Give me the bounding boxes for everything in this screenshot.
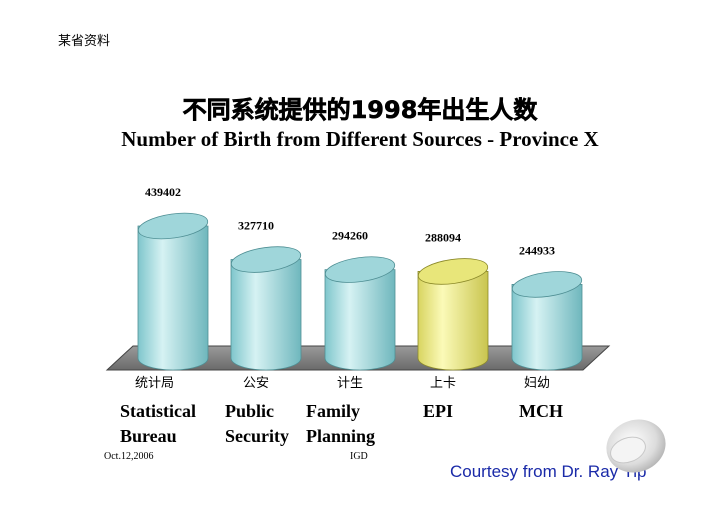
- bar-body-1: [137, 225, 209, 371]
- footer-date: Oct.12,2006: [104, 451, 154, 462]
- decorative-logo-icon: [606, 419, 666, 473]
- bar-body-3: [324, 269, 396, 371]
- category-label-cn-1: 统计局: [135, 376, 174, 391]
- category-label-cn-2: 公安: [243, 376, 269, 391]
- category-label-en-4-line-1: EPI: [423, 401, 453, 421]
- value-label-1: 439402: [145, 185, 181, 199]
- category-label-cn-4: 上卡: [430, 376, 456, 391]
- bar-2: [230, 246, 302, 371]
- category-label-en-5-line-1: MCH: [519, 401, 563, 421]
- bar-5: [511, 271, 583, 371]
- bars-group: [137, 212, 583, 371]
- category-label-en-3-line-2: Planning: [306, 426, 375, 446]
- category-label-cn-5: 妇幼: [524, 375, 550, 391]
- bar-body-2: [230, 259, 302, 371]
- bar-top-3: [324, 256, 396, 283]
- value-label-5: 244933: [519, 243, 555, 257]
- chart-title-chinese: 不同系统提供的1998年出生人数: [182, 96, 538, 125]
- bar-1: [137, 212, 209, 371]
- bar-3: [324, 256, 396, 371]
- chart-title-english: Number of Birth from Different Sources -…: [121, 127, 599, 151]
- category-label-en-1-line-2: Bureau: [120, 426, 177, 446]
- bar-4: [417, 258, 489, 371]
- value-label-3: 294260: [332, 229, 368, 243]
- bar-top-2: [230, 246, 302, 273]
- category-label-en-1-line-1: Statistical: [120, 401, 196, 421]
- bar-top-4: [417, 258, 489, 285]
- value-label-4: 288094: [425, 230, 461, 244]
- category-label-cn-3: 计生: [337, 376, 363, 391]
- footer-org: IGD: [350, 451, 368, 462]
- bar-body-5: [511, 284, 583, 371]
- corner-label: 某省资料: [58, 34, 111, 49]
- courtesy-credit: Courtesy from Dr. Ray Yip: [450, 462, 647, 481]
- category-label-en-2-line-2: Security: [225, 426, 289, 446]
- bar-top-5: [511, 271, 583, 298]
- bar-body-4: [417, 271, 489, 371]
- value-label-2: 327710: [238, 219, 274, 233]
- bar-top-1: [137, 212, 209, 240]
- category-label-en-2-line-1: Public: [225, 401, 274, 421]
- category-label-en-3-line-1: Family: [306, 401, 360, 421]
